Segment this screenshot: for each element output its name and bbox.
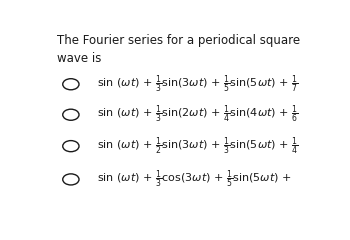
Text: sin $(\omega t)$ + $\frac{1}{3}$sin$(3\omega t)$ + $\frac{1}{5}$sin$(5\omega t)$: sin $(\omega t)$ + $\frac{1}{3}$sin$(3\o… (97, 73, 298, 95)
Text: The Fourier series for a periodical square
wave is: The Fourier series for a periodical squa… (57, 34, 300, 65)
Text: sin $(\omega t)$ + $\frac{1}{3}$sin$(2\omega t)$ + $\frac{1}{4}$sin$(4\omega t)$: sin $(\omega t)$ + $\frac{1}{3}$sin$(2\o… (97, 104, 298, 126)
Text: sin $(\omega t)$ + $\frac{1}{2}$sin$(3\omega t)$ + $\frac{1}{3}$sin$(5\omega t)$: sin $(\omega t)$ + $\frac{1}{2}$sin$(3\o… (97, 135, 298, 157)
Text: sin $(\omega t)$ + $\frac{1}{3}$cos$(3\omega t)$ + $\frac{1}{5}$sin$(5\omega t)$: sin $(\omega t)$ + $\frac{1}{3}$cos$(3\o… (97, 169, 291, 190)
